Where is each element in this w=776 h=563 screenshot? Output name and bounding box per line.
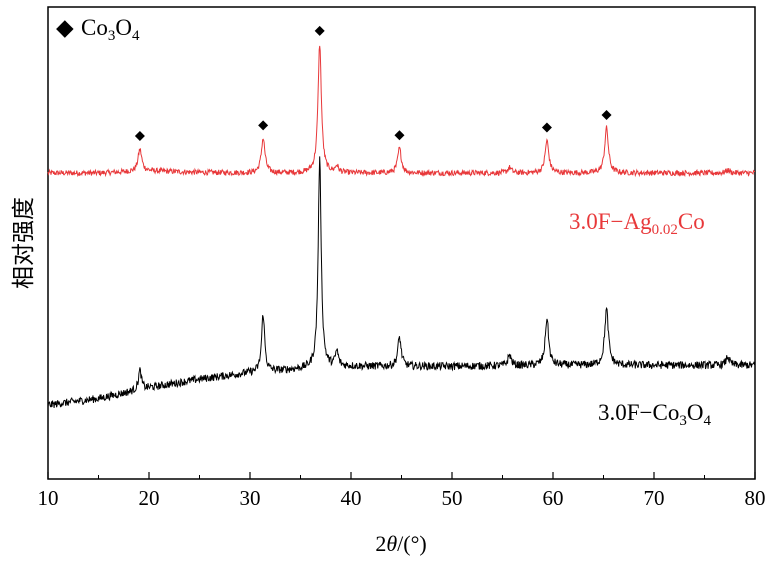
series-line-co3o4 <box>47 156 756 408</box>
peak-marker-diamond-icon <box>601 109 612 120</box>
plot-area <box>47 25 756 408</box>
x-tick-label: 10 <box>38 486 59 510</box>
x-tick-label: 30 <box>240 486 261 510</box>
x-tick-label: 50 <box>442 486 463 510</box>
peak-marker-diamond-icon <box>394 130 405 141</box>
legend-label: Co3O4 <box>81 15 140 44</box>
x-axis-ticks: 10 20 30 40 50 60 70 80 <box>38 472 766 510</box>
x-tick-label: 80 <box>745 486 766 510</box>
series-label-ag: 3.0F−Ag0.02Co <box>569 209 705 238</box>
series-label-co3o4: 3.0F−Co3O4 <box>598 400 711 429</box>
peak-marker-diamond-icon <box>258 120 269 131</box>
x-tick-label: 70 <box>644 486 665 510</box>
legend-diamond-icon: ◆ <box>56 15 74 40</box>
x-tick-label: 60 <box>543 486 564 510</box>
y-axis-label: 相对强度 <box>11 197 37 289</box>
peak-marker-diamond-icon <box>134 131 145 142</box>
legend: ◆ Co3O4 <box>56 15 140 44</box>
series-line-ag <box>47 45 756 178</box>
x-tick-label: 40 <box>341 486 362 510</box>
x-tick-label: 20 <box>139 486 160 510</box>
x-axis-label: 2θ/(°) <box>375 531 426 556</box>
peak-marker-diamond-icon <box>314 25 325 36</box>
peak-marker-diamond-icon <box>541 122 552 133</box>
